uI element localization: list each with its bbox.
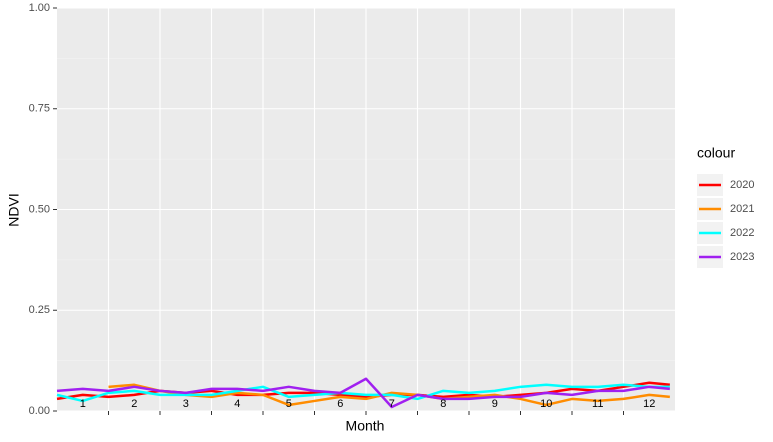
x-axis-label: Month [346,418,385,434]
y-tick-label: 0.50 [29,203,50,215]
y-axis-label: NDVI [6,193,22,226]
series-line [56,383,670,403]
legend-label: 2022 [730,227,754,239]
x-tick-label: 9 [492,398,498,410]
x-tick-label: 5 [286,398,292,410]
x-tick-label: 6 [337,398,343,410]
legend-label: 2020 [730,179,754,191]
legend-label: 2021 [730,203,754,215]
legend-title: colour [697,145,735,161]
series-line [108,383,670,407]
x-tick-label: 8 [440,398,446,410]
legend-label: 2023 [730,251,754,263]
x-tick-label: 10 [540,398,552,410]
x-tick-label: 3 [183,398,189,410]
y-tick-label: 0.75 [29,103,50,115]
x-tick-label: 12 [643,398,655,410]
x-tick-label: 2 [131,398,137,410]
y-tick-label: 0.00 [29,405,50,417]
y-tick-label: 1.00 [29,2,50,14]
y-tick-label: 0.25 [29,304,50,316]
x-tick-label: 7 [389,398,395,410]
x-tick-label: 11 [592,398,603,410]
x-tick-label: 4 [234,398,240,410]
series-line [56,377,670,409]
x-tick-label: 1 [80,398,86,410]
